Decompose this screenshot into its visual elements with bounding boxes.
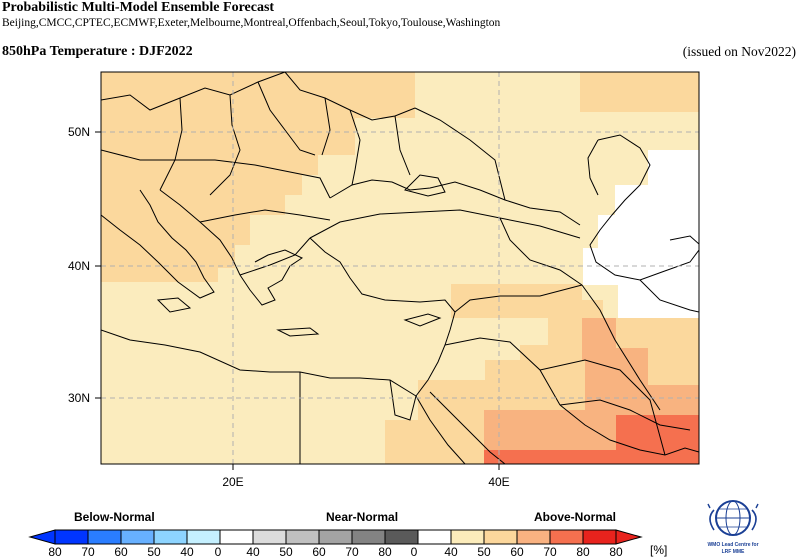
- colorbar-cell-below-1: [87, 529, 122, 545]
- variable-title: 850hPa Temperature : DJF2022: [2, 44, 193, 59]
- logo-line-2: LRF MME: [722, 549, 745, 555]
- colorbar-label-below-2: 60: [114, 545, 128, 559]
- colorbar-cell-near-5: [384, 529, 419, 545]
- colorbar-cell-above-5: [582, 529, 617, 545]
- above-normal-70-region: [484, 415, 699, 464]
- colorbar-label-above-2: 50: [477, 545, 491, 559]
- lat-label-40n: 40N: [68, 259, 90, 273]
- colorbar-label-above-3: 60: [510, 545, 524, 559]
- above-normal-50-region-europe: [101, 72, 415, 282]
- colorbar-label-above-4: 70: [543, 545, 557, 559]
- colorbar-label-near-4: 70: [345, 545, 359, 559]
- forecast-map: 50N 40N 30N 20E 40E: [68, 71, 700, 489]
- lat-lon-grid: [101, 72, 699, 464]
- forecast-title: Probabilistic Multi-Model Ensemble Forec…: [2, 0, 275, 15]
- colorbar-cell-above-1: [450, 529, 485, 545]
- colorbar-cell-below-2: [120, 529, 155, 545]
- wmo-logo: WMO Lead Centre for LRF MME: [707, 500, 759, 555]
- colorbar-cell-above-3: [516, 529, 551, 545]
- colorbar-left-arrow: [28, 529, 56, 545]
- colorbar-label-below-0: 80: [48, 545, 62, 559]
- colorbar-label-above-5: 80: [576, 545, 590, 559]
- map-frame: [100, 71, 700, 465]
- colorbar-label-below-3: 50: [147, 545, 161, 559]
- colorbar-label-above-0: 0: [411, 545, 418, 559]
- model-list: Beijing,CMCC,CPTEC,ECMWF,Exeter,Melbourn…: [2, 17, 501, 29]
- lon-label-20e: 20E: [222, 475, 243, 489]
- colorbar-label-above-end-0: 80: [609, 545, 623, 559]
- country-borders: [101, 81, 699, 464]
- colorbar-cell-below-3: [153, 529, 188, 545]
- colorbar-label-above-1: 40: [444, 545, 458, 559]
- colorbar-label-near-5: 80: [378, 545, 392, 559]
- issued-date: (issued on Nov2022): [682, 44, 796, 59]
- colorbar-label-below-1: 70: [81, 545, 95, 559]
- axis-ticks: [95, 131, 500, 470]
- colorbar-right-arrow: [615, 529, 643, 545]
- colorbar-label-near-2: 50: [279, 545, 293, 559]
- colorbar-cell-near-0: [219, 529, 254, 545]
- colorbar-cell-above-0: [417, 529, 452, 545]
- lat-label-50n: 50N: [68, 125, 90, 139]
- lat-label-30n: 30N: [68, 391, 90, 405]
- colorbar-cell-near-3: [318, 529, 353, 545]
- colorbar-label-near-0: 0: [215, 545, 222, 559]
- colorbar-cell-near-1: [252, 529, 287, 545]
- colorbar-cell-near-2: [285, 529, 320, 545]
- logo-line-1: WMO Lead Centre for: [707, 542, 758, 548]
- colorbar-cell-above-2: [483, 529, 518, 545]
- colorbar-cell-near-4: [351, 529, 386, 545]
- colorbar-cell-above-4: [549, 529, 584, 545]
- legend-above-normal-label: Above-Normal: [534, 510, 617, 524]
- no-signal-region: [583, 150, 699, 318]
- colorbar-label-below-4: 40: [180, 545, 194, 559]
- legend-below-normal-label: Below-Normal: [74, 510, 155, 524]
- legend-unit: [%]: [650, 543, 668, 557]
- colorbar-label-near-1: 40: [246, 545, 260, 559]
- above-normal-50-region-east: [580, 72, 699, 112]
- colorbar-cell-below-4: [186, 529, 221, 545]
- lon-label-40e: 40E: [488, 475, 509, 489]
- colorbar-cell-below-0: [54, 529, 89, 545]
- colorbar-label-near-3: 60: [312, 545, 326, 559]
- legend-near-normal-label: Near-Normal: [326, 510, 399, 524]
